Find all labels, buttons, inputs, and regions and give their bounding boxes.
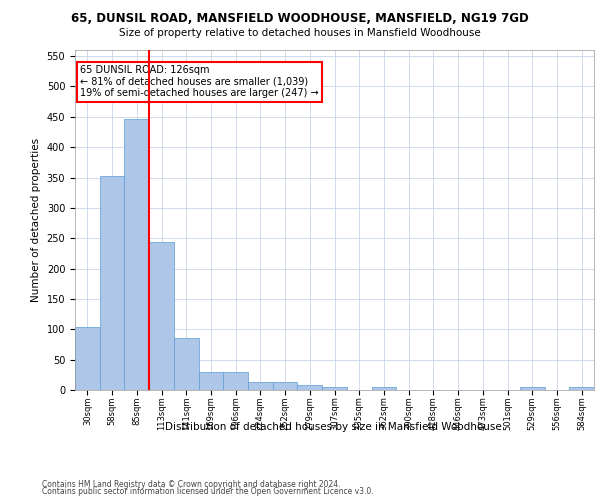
Bar <box>75 328 100 390</box>
Bar <box>100 176 124 390</box>
Bar <box>520 387 545 390</box>
Bar <box>149 242 174 390</box>
Bar <box>273 382 298 390</box>
Text: Size of property relative to detached houses in Mansfield Woodhouse: Size of property relative to detached ho… <box>119 28 481 38</box>
Bar <box>248 382 273 390</box>
Bar <box>223 372 248 390</box>
Bar <box>124 118 149 390</box>
Bar <box>322 387 347 390</box>
Text: 65, DUNSIL ROAD, MANSFIELD WOODHOUSE, MANSFIELD, NG19 7GD: 65, DUNSIL ROAD, MANSFIELD WOODHOUSE, MA… <box>71 12 529 26</box>
Text: Contains public sector information licensed under the Open Government Licence v3: Contains public sector information licen… <box>42 488 374 496</box>
Text: Contains HM Land Registry data © Crown copyright and database right 2024.: Contains HM Land Registry data © Crown c… <box>42 480 341 489</box>
Bar <box>199 372 223 390</box>
Bar <box>174 338 199 390</box>
Text: 65 DUNSIL ROAD: 126sqm
← 81% of detached houses are smaller (1,039)
19% of semi-: 65 DUNSIL ROAD: 126sqm ← 81% of detached… <box>80 66 319 98</box>
Bar <box>569 387 594 390</box>
Bar <box>371 387 396 390</box>
Bar <box>298 385 322 390</box>
Text: Distribution of detached houses by size in Mansfield Woodhouse: Distribution of detached houses by size … <box>164 422 502 432</box>
Y-axis label: Number of detached properties: Number of detached properties <box>31 138 41 302</box>
